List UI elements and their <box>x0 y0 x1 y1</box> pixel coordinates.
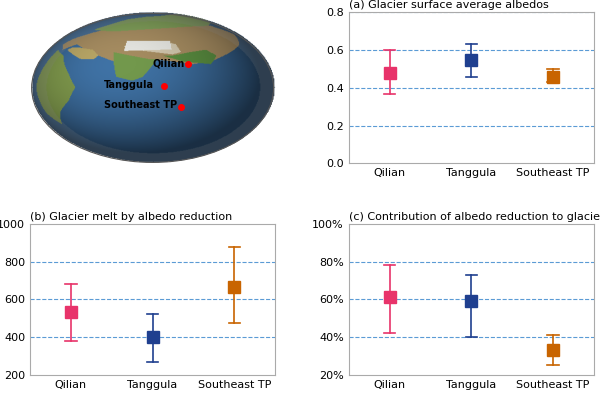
Text: Qilian: Qilian <box>152 59 185 69</box>
Text: Tanggula: Tanggula <box>104 80 154 90</box>
Text: (c) Contribution of albedo reduction to glacier melting: (c) Contribution of albedo reduction to … <box>349 212 600 222</box>
Text: (b) Glacier melt by albedo reduction: (b) Glacier melt by albedo reduction <box>30 212 232 222</box>
Text: Southeast TP: Southeast TP <box>104 100 176 110</box>
Text: (a) Glacier surface average albedos: (a) Glacier surface average albedos <box>349 0 548 10</box>
